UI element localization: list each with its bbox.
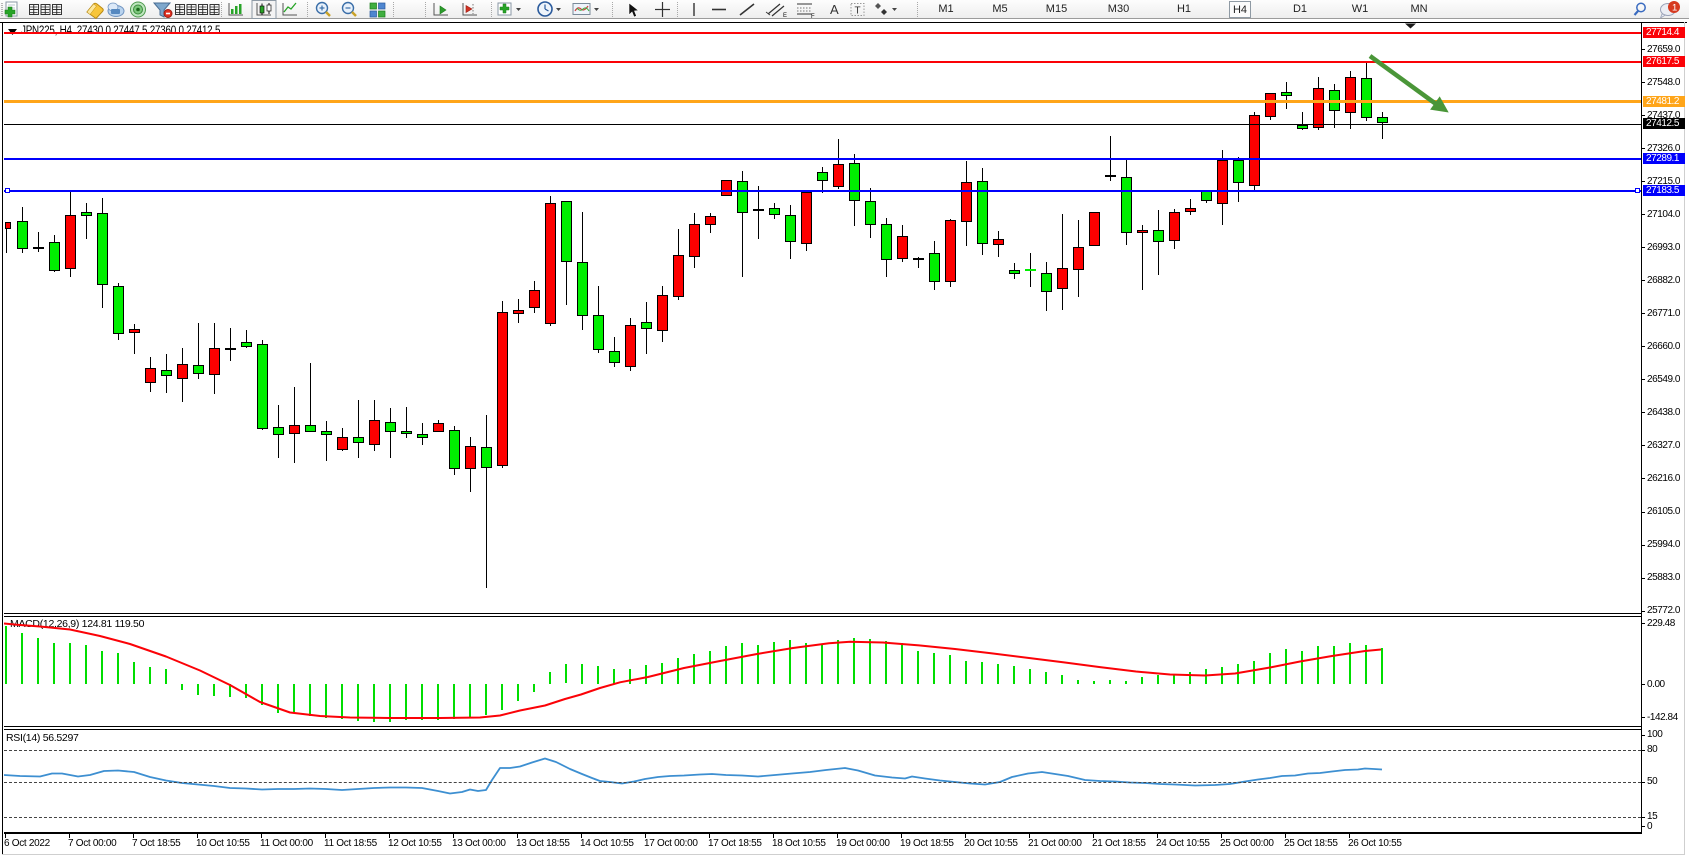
svg-text:A: A (830, 2, 839, 17)
svg-text:E: E (783, 13, 787, 19)
svg-text:1: 1 (1672, 3, 1677, 14)
svg-text:T: T (855, 6, 861, 17)
svg-text:F: F (811, 14, 815, 20)
